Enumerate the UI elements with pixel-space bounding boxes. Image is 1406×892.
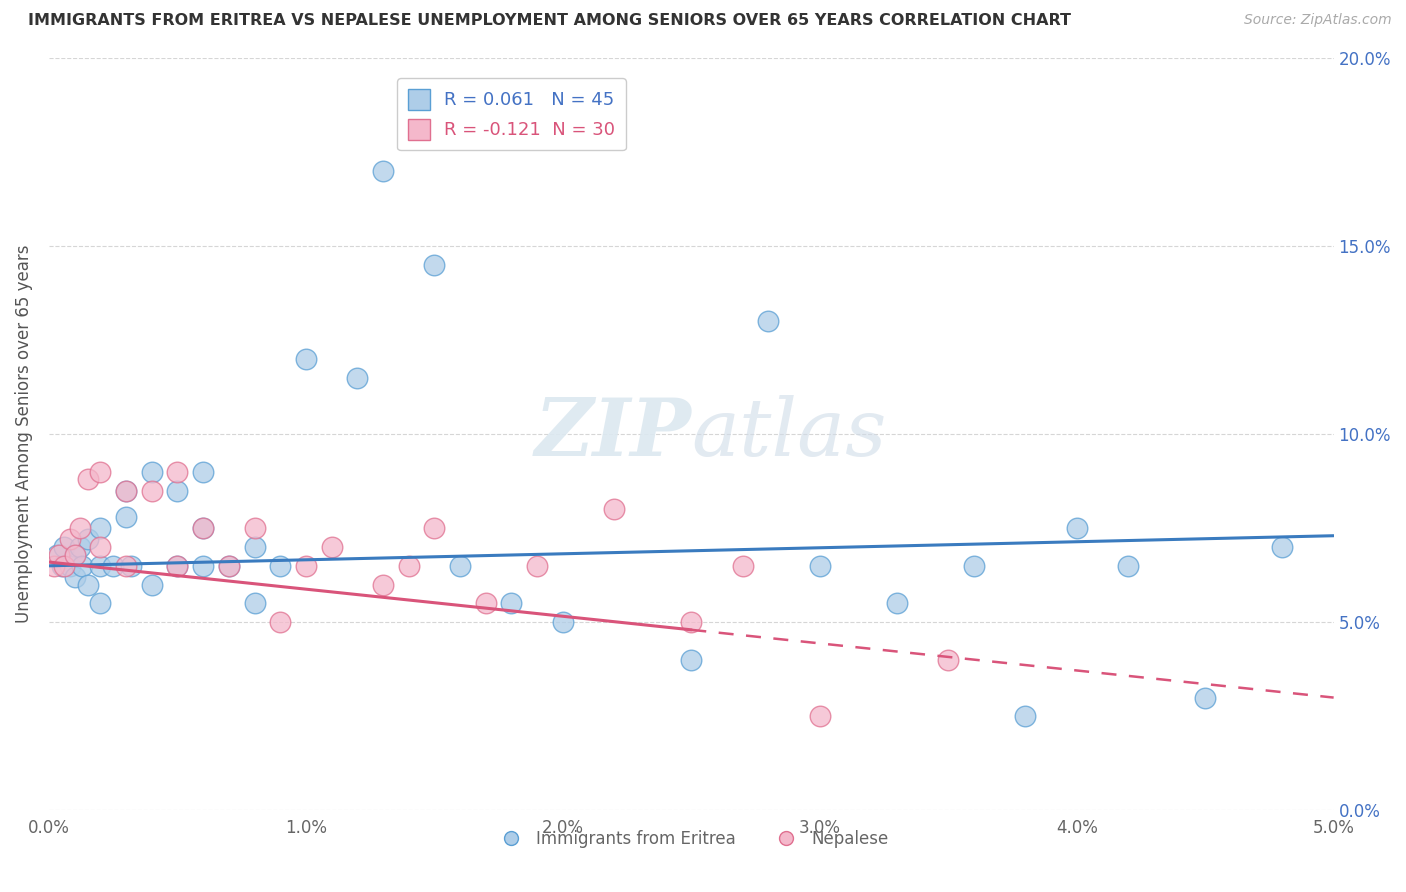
Text: IMMIGRANTS FROM ERITREA VS NEPALESE UNEMPLOYMENT AMONG SENIORS OVER 65 YEARS COR: IMMIGRANTS FROM ERITREA VS NEPALESE UNEM… — [28, 13, 1071, 29]
Text: ZIP: ZIP — [534, 395, 692, 473]
Point — [191, 558, 214, 573]
Point — [321, 540, 343, 554]
Point — [76, 533, 98, 547]
Point — [191, 521, 214, 535]
Point — [42, 558, 65, 573]
Point — [69, 521, 91, 535]
Point — [295, 351, 318, 366]
Point — [1066, 521, 1088, 535]
Point — [423, 258, 446, 272]
Point — [120, 558, 142, 573]
Point — [808, 558, 831, 573]
Text: atlas: atlas — [692, 395, 887, 473]
Point — [141, 483, 163, 498]
Point — [295, 558, 318, 573]
Point — [551, 615, 574, 630]
Point — [115, 509, 138, 524]
Point — [603, 502, 626, 516]
Point — [681, 615, 703, 630]
Point — [1194, 690, 1216, 705]
Point — [166, 483, 188, 498]
Point — [76, 472, 98, 486]
Point — [89, 597, 111, 611]
Point — [269, 615, 291, 630]
Point — [76, 577, 98, 591]
Point — [89, 540, 111, 554]
Point — [141, 577, 163, 591]
Point — [731, 558, 754, 573]
Point — [886, 597, 908, 611]
Point — [371, 163, 394, 178]
Point — [758, 314, 780, 328]
Point — [963, 558, 986, 573]
Point — [218, 558, 240, 573]
Point — [681, 653, 703, 667]
Text: Source: ZipAtlas.com: Source: ZipAtlas.com — [1244, 13, 1392, 28]
Point — [51, 558, 73, 573]
Point — [115, 483, 138, 498]
Point — [501, 597, 523, 611]
Point — [936, 653, 959, 667]
Point — [166, 558, 188, 573]
Point — [89, 465, 111, 479]
Point — [72, 558, 94, 573]
Point — [449, 558, 471, 573]
Point — [218, 558, 240, 573]
Point — [89, 521, 111, 535]
Point — [141, 465, 163, 479]
Point — [53, 558, 76, 573]
Point — [191, 465, 214, 479]
Point — [63, 570, 86, 584]
Point — [1014, 709, 1036, 723]
Point — [115, 558, 138, 573]
Legend: Immigrants from Eritrea, Nepalese: Immigrants from Eritrea, Nepalese — [488, 823, 894, 855]
Point — [371, 577, 394, 591]
Point — [89, 558, 111, 573]
Point — [243, 521, 266, 535]
Point — [191, 521, 214, 535]
Point — [243, 540, 266, 554]
Point — [423, 521, 446, 535]
Point — [69, 540, 91, 554]
Point — [115, 483, 138, 498]
Point — [269, 558, 291, 573]
Point — [53, 540, 76, 554]
Point — [1116, 558, 1139, 573]
Point — [63, 548, 86, 562]
Point — [243, 597, 266, 611]
Point — [526, 558, 548, 573]
Point — [166, 558, 188, 573]
Y-axis label: Unemployment Among Seniors over 65 years: Unemployment Among Seniors over 65 years — [15, 244, 32, 624]
Point — [45, 548, 67, 562]
Point — [808, 709, 831, 723]
Point — [48, 548, 70, 562]
Point — [1271, 540, 1294, 554]
Point — [398, 558, 420, 573]
Point — [58, 558, 80, 573]
Point — [103, 558, 125, 573]
Point — [63, 548, 86, 562]
Point — [58, 533, 80, 547]
Point — [346, 370, 368, 384]
Point — [474, 597, 496, 611]
Point — [166, 465, 188, 479]
